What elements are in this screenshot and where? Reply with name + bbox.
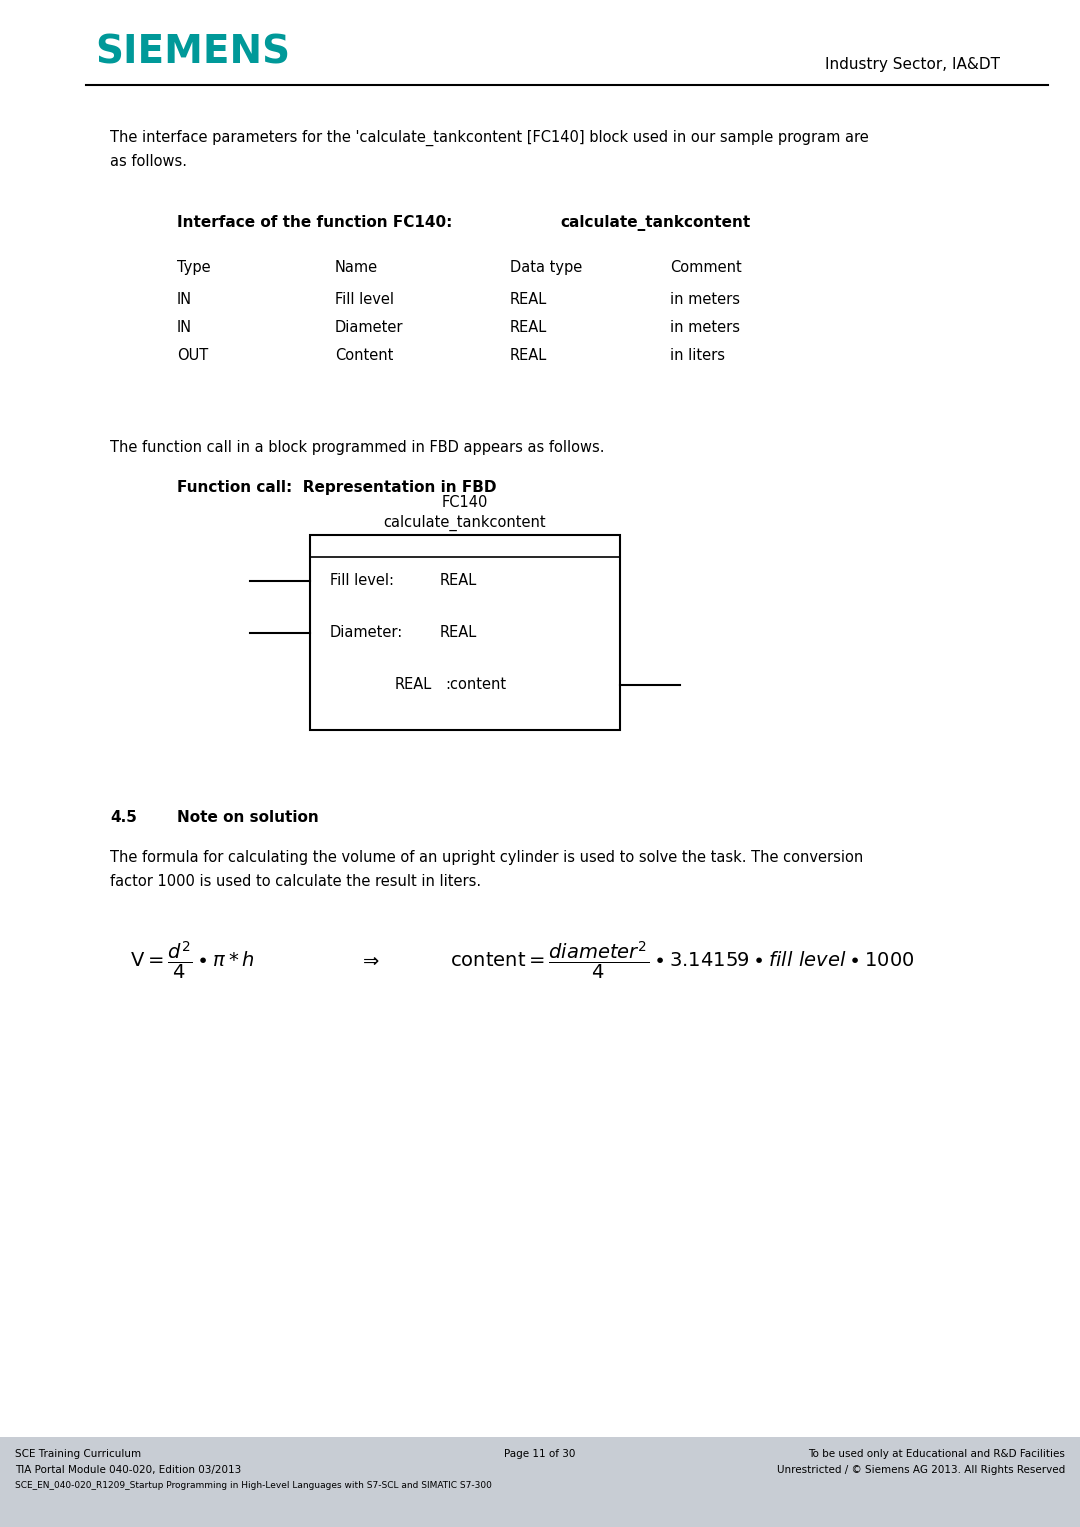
Text: REAL: REAL xyxy=(440,573,477,588)
Text: $\mathrm{content} = \dfrac{diameter^{2}}{4} \bullet 3.14159 \bullet \mathit{fill: $\mathrm{content} = \dfrac{diameter^{2}}… xyxy=(450,939,915,980)
Text: The interface parameters for the 'calculate_tankcontent [FC140] block used in ou: The interface parameters for the 'calcul… xyxy=(110,130,868,147)
Text: Diameter: Diameter xyxy=(335,321,404,334)
Text: Comment: Comment xyxy=(670,260,742,275)
Text: IN: IN xyxy=(177,292,192,307)
Text: Page 11 of 30: Page 11 of 30 xyxy=(504,1449,576,1458)
Text: REAL: REAL xyxy=(440,625,477,640)
Text: REAL: REAL xyxy=(510,348,548,363)
Text: $\Rightarrow$: $\Rightarrow$ xyxy=(360,950,380,970)
Text: in liters: in liters xyxy=(670,348,725,363)
Text: The formula for calculating the volume of an upright cylinder is used to solve t: The formula for calculating the volume o… xyxy=(110,851,863,864)
Text: 4.5: 4.5 xyxy=(110,809,137,825)
Text: Content: Content xyxy=(335,348,393,363)
Text: REAL: REAL xyxy=(510,321,548,334)
Text: Fill level: Fill level xyxy=(335,292,394,307)
Text: calculate_tankcontent: calculate_tankcontent xyxy=(383,515,546,531)
Text: calculate_tankcontent: calculate_tankcontent xyxy=(561,215,751,231)
Text: $\mathrm{V} = \dfrac{d^{2}}{4} \bullet \pi * h$: $\mathrm{V} = \dfrac{d^{2}}{4} \bullet \… xyxy=(130,939,255,980)
Text: To be used only at Educational and R&D Facilities: To be used only at Educational and R&D F… xyxy=(808,1449,1065,1458)
Text: FC140: FC140 xyxy=(442,495,488,510)
Text: :content: :content xyxy=(445,676,507,692)
Text: Data type: Data type xyxy=(510,260,582,275)
Bar xyxy=(0,1437,1080,1527)
Text: Function call:  Representation in FBD: Function call: Representation in FBD xyxy=(177,479,497,495)
Text: Note on solution: Note on solution xyxy=(177,809,319,825)
Text: OUT: OUT xyxy=(177,348,208,363)
Text: REAL: REAL xyxy=(510,292,548,307)
FancyBboxPatch shape xyxy=(310,534,620,730)
Text: Unrestricted / © Siemens AG 2013. All Rights Reserved: Unrestricted / © Siemens AG 2013. All Ri… xyxy=(777,1464,1065,1475)
Text: SIEMENS: SIEMENS xyxy=(95,34,291,70)
Text: Fill level:: Fill level: xyxy=(330,573,394,588)
Text: The function call in a block programmed in FBD appears as follows.: The function call in a block programmed … xyxy=(110,440,605,455)
Text: in meters: in meters xyxy=(670,292,740,307)
Text: REAL: REAL xyxy=(395,676,432,692)
Text: IN: IN xyxy=(177,321,192,334)
Text: Type: Type xyxy=(177,260,211,275)
Text: SCE Training Curriculum: SCE Training Curriculum xyxy=(15,1449,141,1458)
Text: factor 1000 is used to calculate the result in liters.: factor 1000 is used to calculate the res… xyxy=(110,873,481,889)
Text: Interface of the function FC140:: Interface of the function FC140: xyxy=(177,215,453,231)
Text: Industry Sector, IA&DT: Industry Sector, IA&DT xyxy=(825,58,1000,72)
Text: SCE_EN_040-020_R1209_Startup Programming in High-Level Languages with S7-SCL and: SCE_EN_040-020_R1209_Startup Programming… xyxy=(15,1481,491,1490)
Text: in meters: in meters xyxy=(670,321,740,334)
Text: as follows.: as follows. xyxy=(110,154,187,169)
Text: TIA Portal Module 040-020, Edition 03/2013: TIA Portal Module 040-020, Edition 03/20… xyxy=(15,1464,241,1475)
Text: Name: Name xyxy=(335,260,378,275)
Text: Diameter:: Diameter: xyxy=(330,625,403,640)
